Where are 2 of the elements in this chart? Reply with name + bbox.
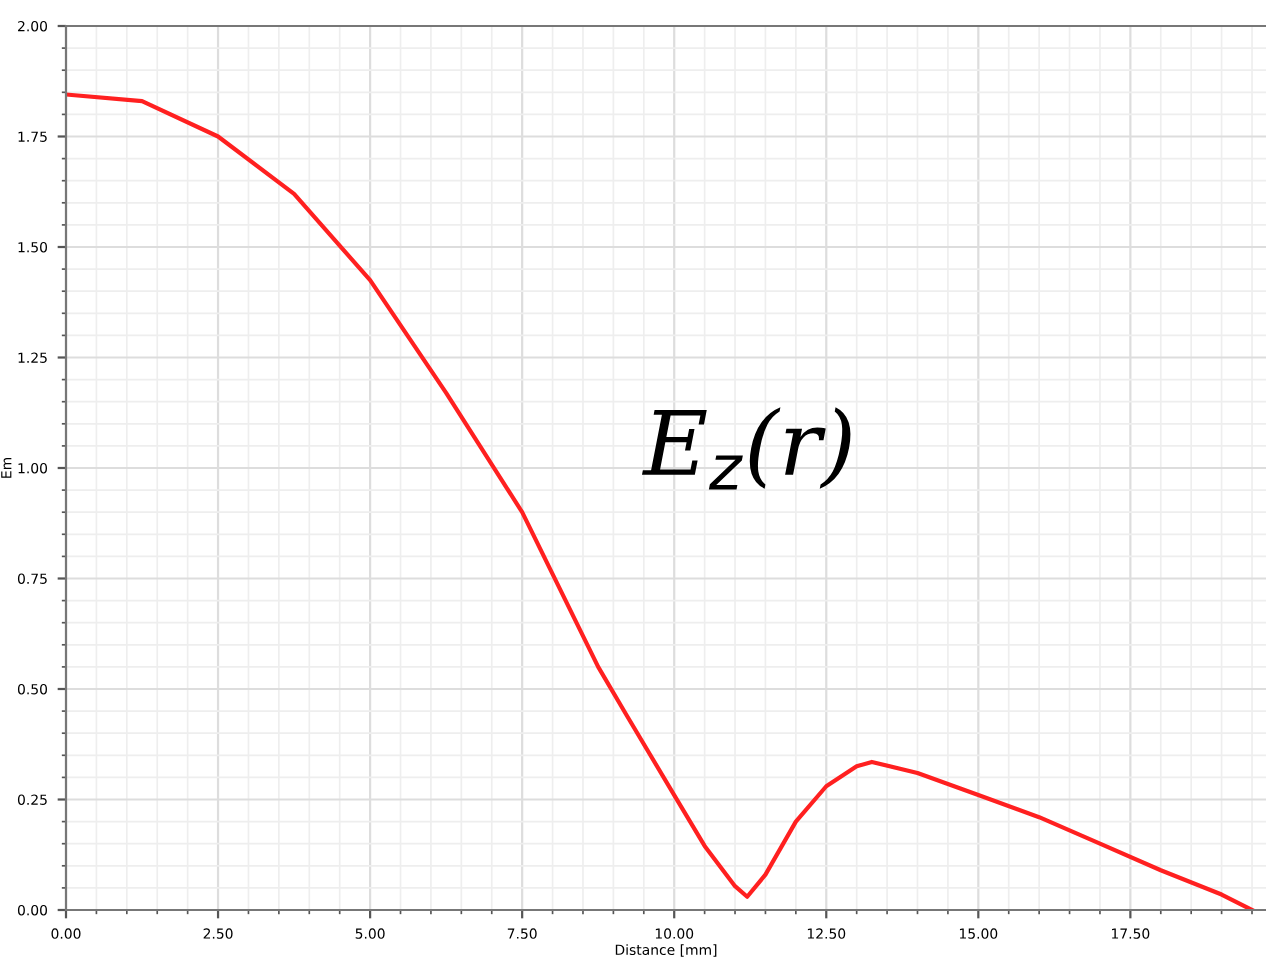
annotation: E$_{z}$(r) [641, 407, 851, 490]
line-series [66, 92, 1255, 910]
